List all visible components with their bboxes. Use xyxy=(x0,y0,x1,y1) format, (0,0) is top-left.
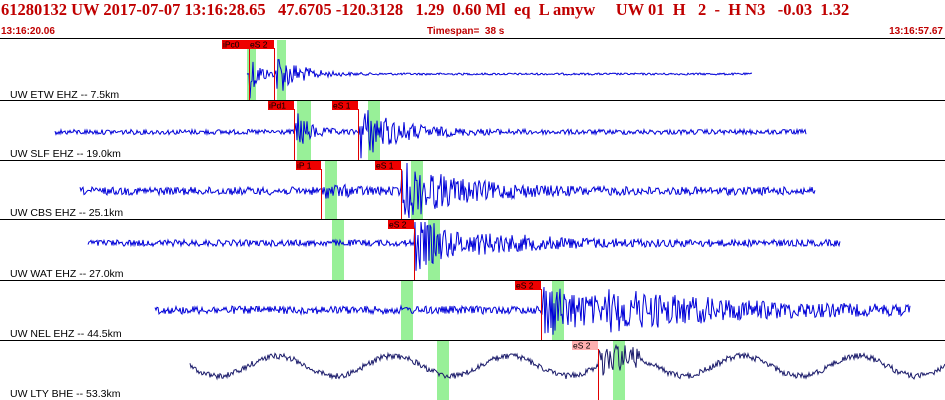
channel-label: UW LTY BHE -- 53.3km xyxy=(10,388,121,400)
seismic-waveform xyxy=(189,343,945,381)
start-time-label: 13:16:20.06 xyxy=(1,26,55,37)
seismic-waveform xyxy=(87,221,841,271)
pick-window xyxy=(325,161,337,219)
pick-label: iPd1 xyxy=(269,101,286,111)
event-header: 61280132 UW 2017-07-07 13:16:28.65 47.67… xyxy=(0,0,945,37)
pick-window xyxy=(332,220,344,280)
channel-row[interactable]: iPc0 eS 2 UW ETW EHZ -- 7.5km xyxy=(0,40,945,102)
timespan-label: Timespan= 38 s xyxy=(427,26,505,37)
channel-row[interactable]: iP 1 eS 1 UW CBS EHZ -- 25.1km xyxy=(0,161,945,220)
pick-label: iPc0 xyxy=(223,40,240,50)
pick-flag[interactable] xyxy=(249,40,274,49)
pick-flag[interactable] xyxy=(515,281,541,290)
channel-label: UW NEL EHZ -- 44.5km xyxy=(10,328,122,340)
pick-label: eS 2 xyxy=(389,220,407,230)
pick-flag[interactable] xyxy=(222,40,249,49)
pick-window xyxy=(437,341,449,400)
pick-window xyxy=(247,40,256,100)
pick-label: eS 2 xyxy=(516,281,534,291)
end-time-label: 13:16:57.67 xyxy=(889,26,943,37)
seismic-waveform xyxy=(246,59,753,99)
pick-label: eS 1 xyxy=(333,101,351,111)
channel-row[interactable]: eS 2 UW NEL EHZ -- 44.5km xyxy=(0,281,945,341)
pick-flag[interactable] xyxy=(375,161,401,170)
channel-row[interactable]: iPd1 eS 1 UW SLF EHZ -- 19.0km xyxy=(0,101,945,161)
pick-window xyxy=(401,281,413,340)
pick-label: eS 2 xyxy=(250,40,268,50)
event-summary-line: 61280132 UW 2017-07-07 13:16:28.65 47.67… xyxy=(1,0,850,19)
seismic-waveform xyxy=(154,286,911,335)
channel-label: UW WAT EHZ -- 27.0km xyxy=(10,268,124,280)
channel-label: UW SLF EHZ -- 19.0km xyxy=(10,148,121,160)
pick-label: eS 1 xyxy=(376,161,394,171)
pick-flag[interactable] xyxy=(268,101,294,110)
channel-row[interactable]: eS 2 UW WAT EHZ -- 27.0km xyxy=(0,220,945,281)
pick-flag[interactable] xyxy=(572,341,598,350)
pick-label: iP 1 xyxy=(297,161,312,171)
channel-label: UW ETW EHZ -- 7.5km xyxy=(10,89,119,101)
pick-flag[interactable] xyxy=(388,220,414,229)
pick-flag[interactable] xyxy=(296,161,321,170)
pick-flag[interactable] xyxy=(332,101,358,110)
seismic-waveform xyxy=(54,110,807,159)
channel-label: UW CBS EHZ -- 25.1km xyxy=(10,207,123,219)
seismic-waveform xyxy=(79,162,816,219)
channel-row[interactable]: eS 2 UW LTY BHE -- 53.3km xyxy=(10,341,945,400)
pick-label: eS 2 xyxy=(573,341,591,351)
